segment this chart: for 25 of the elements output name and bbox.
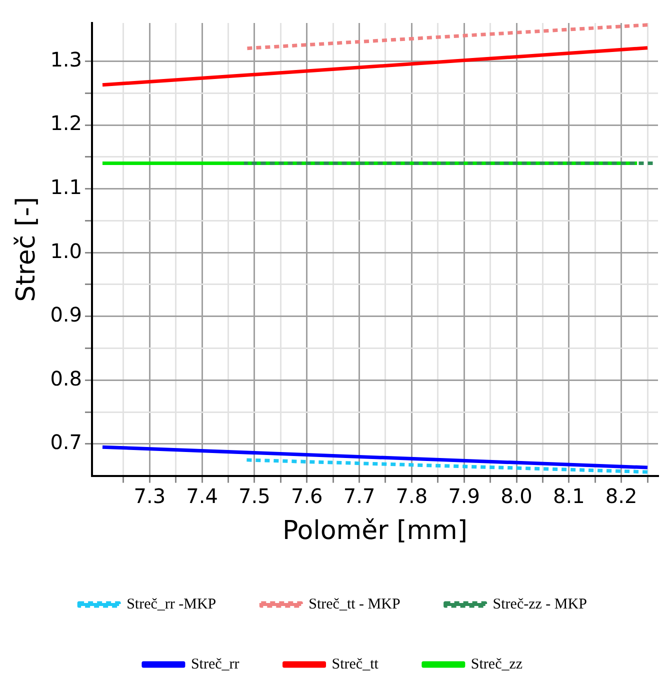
x-tick-label: 8.0 — [500, 484, 532, 508]
x-tick-label: 7.4 — [186, 484, 218, 508]
legend-label: Streč_tt - MKP — [308, 596, 400, 612]
x-axis-title: Poloměr [mm] — [282, 516, 468, 546]
x-tick-label: 7.5 — [238, 484, 270, 508]
y-tick-label: 0.8 — [50, 366, 82, 390]
x-tick-label: 7.8 — [396, 484, 428, 508]
x-tick-label: 8.1 — [553, 484, 585, 508]
legend-label: Streč_rr — [190, 656, 240, 672]
legend-label: Streč_zz — [470, 656, 523, 672]
y-tick-label: 1.3 — [50, 47, 82, 72]
legend-label: Streč_tt — [332, 656, 380, 672]
x-tick-label: 8.2 — [605, 484, 638, 508]
y-tick-label: 1.2 — [50, 111, 82, 136]
y-axis-title: Streč [-] — [11, 196, 42, 302]
x-tick-label: 7.9 — [448, 484, 480, 508]
x-tick-label: 7.6 — [290, 484, 323, 508]
legend-label: Streč_rr -MKP — [126, 596, 216, 612]
y-tick-label: 1.0 — [50, 238, 82, 263]
x-tick-label: 7.7 — [343, 484, 376, 508]
x-tick-label: 7.3 — [134, 484, 166, 508]
legend-label: Streč-zz - MKP — [492, 596, 587, 612]
y-tick-label: 1.1 — [50, 175, 82, 200]
y-tick-label: 0.7 — [50, 430, 82, 454]
y-tick-label: 0.9 — [50, 302, 82, 327]
